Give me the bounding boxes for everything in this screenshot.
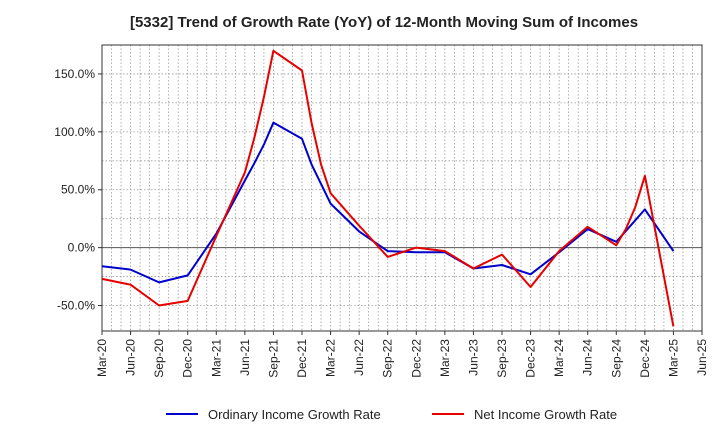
ordinary-income-line — [101, 121, 675, 284]
x-tick-label: Mar-22 — [324, 339, 338, 377]
x-tick-label: Mar-20 — [95, 339, 109, 377]
x-tick-label: Jun-21 — [238, 339, 252, 376]
x-tick-label: Jun-20 — [124, 339, 138, 376]
x-tick-label: Dec-20 — [181, 339, 195, 378]
x-tick-label: Jun-25 — [695, 339, 709, 376]
plot-frame — [101, 44, 703, 332]
grid-lines — [102, 45, 702, 331]
x-tick-label: Sep-23 — [495, 339, 509, 378]
x-tick-label: Mar-25 — [666, 339, 680, 377]
chart-title: [5332] Trend of Growth Rate (YoY) of 12-… — [130, 14, 638, 31]
y-tick-label: 50.0% — [61, 183, 95, 197]
y-tick-label: 0.0% — [68, 241, 96, 255]
x-tick-label: Mar-21 — [209, 339, 223, 377]
legend: Ordinary Income Growth Rate Net Income Gr… — [166, 407, 617, 422]
axes: 150.0% 100.0% 50.0% 0.0% -50.0% Mar-20 Jun-20 S… — [54, 44, 709, 378]
data-series — [101, 49, 675, 327]
x-tick-label: Jun-22 — [352, 339, 366, 376]
x-tick-label: Sep-24 — [609, 339, 623, 378]
x-tick-label: Sep-21 — [266, 339, 280, 378]
y-tick-label: -50.0% — [57, 299, 95, 313]
legend-label: Net Income Growth Rate — [474, 407, 617, 422]
x-tick-label: Dec-23 — [524, 339, 538, 378]
x-tick-label: Jun-24 — [581, 339, 595, 376]
net-income-line — [101, 49, 675, 327]
legend-label: Ordinary Income Growth Rate — [208, 407, 381, 422]
x-tick-label: Sep-22 — [381, 339, 395, 378]
x-tick-label: Dec-22 — [409, 339, 423, 378]
x-tick-label: Sep-20 — [152, 339, 166, 378]
y-tick-label: 150.0% — [54, 67, 95, 81]
x-tick-label: Dec-24 — [638, 339, 652, 378]
x-tick-label: Jun-23 — [466, 339, 480, 376]
y-tick-label: 100.0% — [54, 125, 95, 139]
x-tick-label: Mar-24 — [552, 339, 566, 377]
x-tick-label: Mar-23 — [438, 339, 452, 377]
x-tick-label: Dec-21 — [295, 339, 309, 378]
